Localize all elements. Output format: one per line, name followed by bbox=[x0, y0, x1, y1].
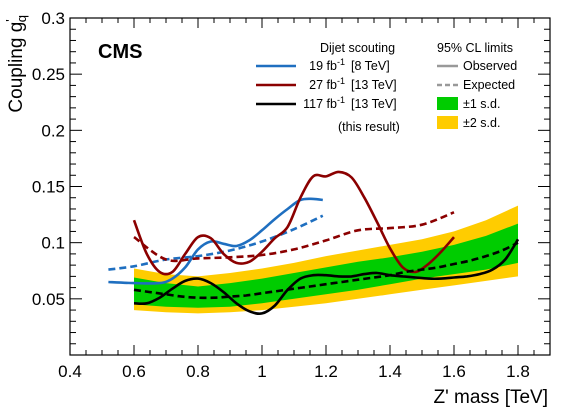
legend-exp-sup: -1 bbox=[337, 95, 345, 105]
y-axis-title: Coupling g'q bbox=[3, 15, 29, 113]
x-tick-label: 0.8 bbox=[186, 362, 210, 381]
x-tick-label: 1.6 bbox=[442, 362, 466, 381]
y-tick-label: 0.25 bbox=[32, 65, 65, 84]
legend-style-label: ±2 s.d. bbox=[463, 116, 500, 130]
experiment-label: CMS bbox=[98, 41, 142, 63]
y-axis: 0.05 0.1 0.15 0.2 0.25 0.3 bbox=[32, 9, 550, 356]
x-axis-title: Z' mass [TeV] bbox=[434, 387, 548, 408]
y-tick-label: 0.05 bbox=[32, 290, 65, 309]
legend-exp-sup: -1 bbox=[337, 57, 345, 67]
x-tick-label: 0.6 bbox=[122, 362, 146, 381]
legend-exp-detail: [8 TeV] bbox=[351, 59, 390, 73]
legend-style-label: Observed bbox=[463, 59, 517, 73]
y-axis-title-prime: ' bbox=[3, 19, 18, 21]
y-axis-title-base: Coupling g bbox=[6, 22, 27, 113]
legend-exp-label: 27 fb-1 bbox=[309, 76, 345, 92]
x-tick-label: 1 bbox=[257, 362, 266, 381]
uncertainty-bands bbox=[134, 205, 518, 314]
y-axis-title-sub: q bbox=[14, 15, 29, 22]
x-tick-label: 0.4 bbox=[58, 362, 82, 381]
y-tick-label: 0.2 bbox=[41, 121, 65, 140]
series-line-4-observed bbox=[133, 238, 520, 316]
legend-styles: Observed Expected ±1 s.d. ±2 s.d. bbox=[437, 59, 517, 130]
limit-curves bbox=[108, 170, 520, 316]
legend: Dijet scouting 95% CL limits 19 fb-1 [8 T… bbox=[256, 41, 517, 134]
legend-swatch-box bbox=[437, 116, 458, 129]
legend-exp-label: 19 fb-1 bbox=[309, 57, 345, 73]
legend-note: (this result) bbox=[338, 120, 400, 134]
legend-exp-sup: -1 bbox=[337, 76, 345, 86]
legend-exp-detail: [13 TeV] bbox=[351, 78, 397, 92]
x-tick-label: 1.4 bbox=[378, 362, 402, 381]
band-one-sigma bbox=[134, 223, 518, 308]
series-line-1-expected bbox=[108, 214, 324, 271]
series-line-0-observed bbox=[108, 197, 323, 285]
legend-right-title: 95% CL limits bbox=[437, 41, 513, 55]
legend-swatch-box bbox=[437, 97, 458, 110]
y-tick-label: 0.15 bbox=[32, 178, 65, 197]
legend-style-label: ±1 s.d. bbox=[463, 97, 500, 111]
legend-left-title: Dijet scouting bbox=[320, 41, 395, 55]
legend-experiments: 19 fb-1 [8 TeV] 27 fb-1 [13 TeV] 117 fb-1 [13… bbox=[256, 57, 397, 111]
x-axis: 0.4 0.6 0.8 1 1.2 1.4 1.6 1.8 bbox=[58, 18, 551, 381]
legend-exp-detail: [13 TeV] bbox=[351, 97, 397, 111]
legend-exp-label: 117 fb-1 bbox=[303, 95, 345, 111]
x-tick-label: 1.2 bbox=[314, 362, 338, 381]
legend-style-label: Expected bbox=[463, 78, 515, 92]
x-tick-label: 1.8 bbox=[506, 362, 530, 381]
series-line-3-expected bbox=[133, 211, 455, 263]
series-line-5-expected bbox=[133, 241, 519, 300]
series-line-2-observed bbox=[132, 170, 455, 276]
y-tick-label: 0.3 bbox=[41, 9, 65, 28]
y-tick-label: 0.1 bbox=[41, 234, 65, 253]
